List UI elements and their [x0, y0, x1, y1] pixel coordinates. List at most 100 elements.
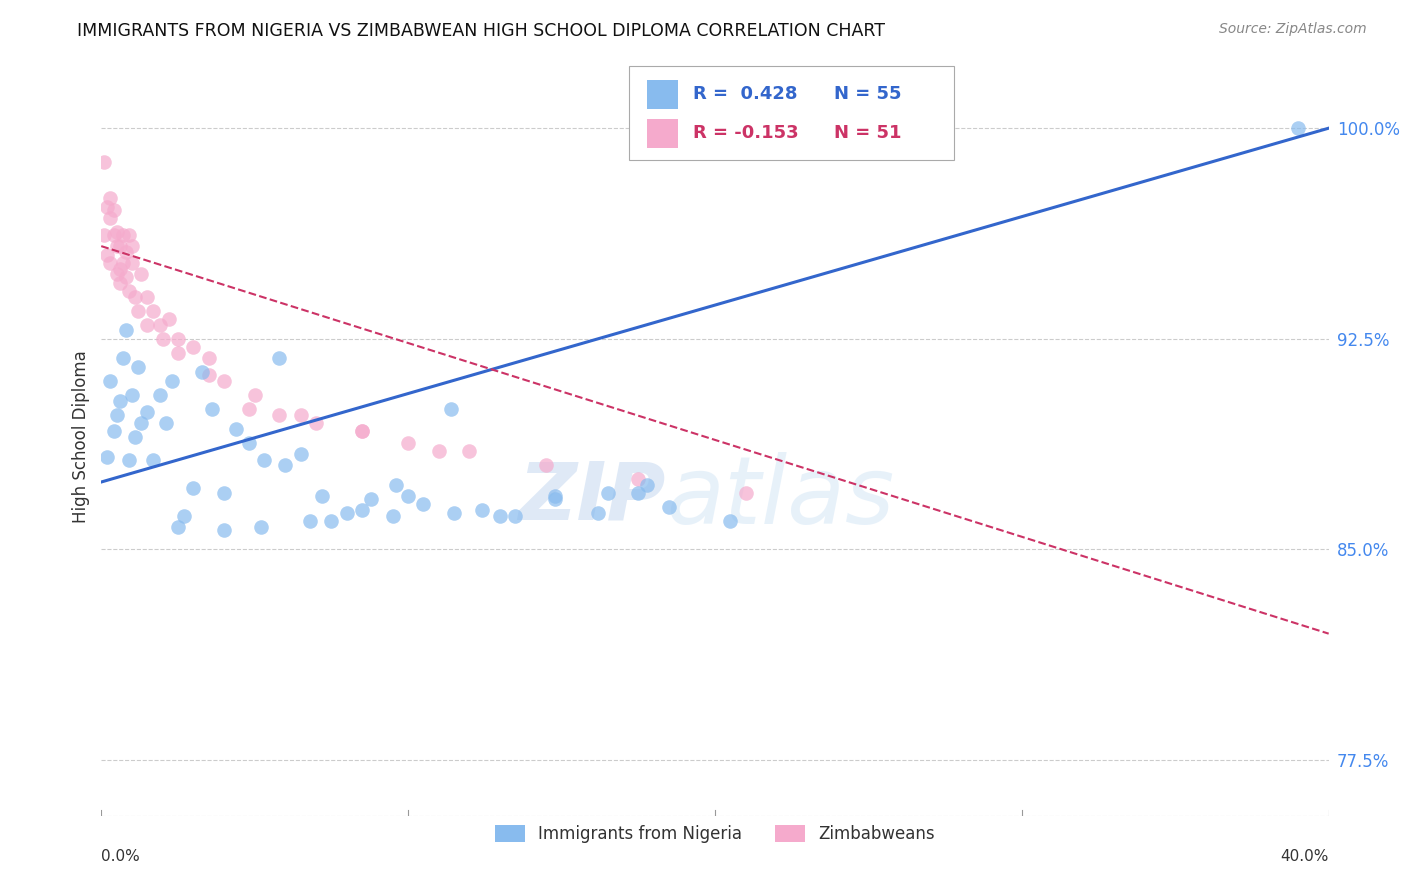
Point	[173, 508, 195, 523]
Point	[396, 489, 419, 503]
Point	[136, 405, 159, 419]
Text: R =  0.428: R = 0.428	[693, 85, 797, 103]
Point	[108, 276, 131, 290]
Point	[148, 318, 170, 332]
Point	[93, 227, 115, 242]
FancyBboxPatch shape	[628, 65, 955, 161]
Point	[96, 200, 118, 214]
Point	[212, 486, 235, 500]
Point	[253, 452, 276, 467]
Point	[111, 351, 134, 366]
Point	[124, 430, 146, 444]
Point	[718, 514, 741, 528]
Point	[136, 290, 159, 304]
Point	[160, 374, 183, 388]
Point	[212, 374, 235, 388]
Point	[249, 520, 271, 534]
Text: ZIP: ZIP	[519, 458, 666, 537]
Point	[321, 514, 343, 528]
Point	[440, 402, 463, 417]
Point	[114, 323, 136, 337]
Point	[103, 202, 125, 217]
Point	[136, 318, 159, 332]
Point	[103, 425, 125, 439]
Point	[129, 416, 152, 430]
Text: 0.0%: 0.0%	[101, 849, 141, 864]
Point	[118, 227, 141, 242]
Point	[148, 388, 170, 402]
Point	[352, 503, 374, 517]
Point	[458, 444, 481, 458]
Point	[427, 444, 450, 458]
Point	[734, 486, 756, 500]
Text: N = 51: N = 51	[834, 124, 901, 143]
Point	[155, 416, 177, 430]
Point	[385, 478, 408, 492]
Point	[1286, 121, 1309, 136]
Point	[181, 481, 204, 495]
Point	[121, 256, 143, 270]
Text: Source: ZipAtlas.com: Source: ZipAtlas.com	[1219, 22, 1367, 37]
Text: 40.0%: 40.0%	[1281, 849, 1329, 864]
Point	[274, 458, 297, 472]
Point	[238, 402, 260, 417]
Point	[105, 239, 128, 253]
Point	[352, 425, 374, 439]
Point	[108, 239, 131, 253]
Point	[121, 239, 143, 253]
Text: atlas: atlas	[666, 452, 894, 543]
Point	[627, 472, 650, 486]
Point	[588, 506, 610, 520]
Point	[396, 435, 419, 450]
Point	[121, 388, 143, 402]
Point	[489, 508, 512, 523]
Point	[352, 425, 374, 439]
Point	[124, 290, 146, 304]
Point	[100, 191, 122, 205]
Point	[298, 514, 321, 528]
Point	[111, 256, 134, 270]
Point	[118, 452, 141, 467]
Point	[108, 393, 131, 408]
Point	[269, 351, 291, 366]
Point	[596, 486, 619, 500]
Point	[336, 506, 359, 520]
Point	[534, 458, 557, 472]
Point	[114, 270, 136, 285]
Point	[108, 261, 131, 276]
Point	[105, 267, 128, 281]
Point	[197, 368, 219, 383]
Point	[157, 312, 180, 326]
Point	[142, 303, 165, 318]
Point	[114, 244, 136, 259]
Point	[201, 402, 224, 417]
Point	[197, 351, 219, 366]
Point	[412, 498, 434, 512]
Point	[111, 227, 134, 242]
Point	[243, 388, 266, 402]
Point	[129, 267, 152, 281]
Point	[544, 491, 567, 506]
Point	[238, 435, 260, 450]
Point	[544, 489, 567, 503]
Point	[142, 452, 165, 467]
Point	[118, 284, 141, 298]
Point	[167, 332, 190, 346]
Point	[212, 523, 235, 537]
Point	[505, 508, 527, 523]
Point	[100, 256, 122, 270]
Point	[658, 500, 681, 515]
Point	[167, 346, 190, 360]
Point	[93, 154, 115, 169]
Point	[290, 447, 312, 461]
Point	[105, 225, 128, 239]
Point	[636, 478, 658, 492]
Point	[167, 520, 190, 534]
Point	[443, 506, 465, 520]
Point	[181, 340, 204, 354]
Point	[127, 303, 149, 318]
Text: N = 55: N = 55	[834, 85, 901, 103]
Point	[471, 503, 494, 517]
Text: R = -0.153: R = -0.153	[693, 124, 799, 143]
Point	[103, 227, 125, 242]
